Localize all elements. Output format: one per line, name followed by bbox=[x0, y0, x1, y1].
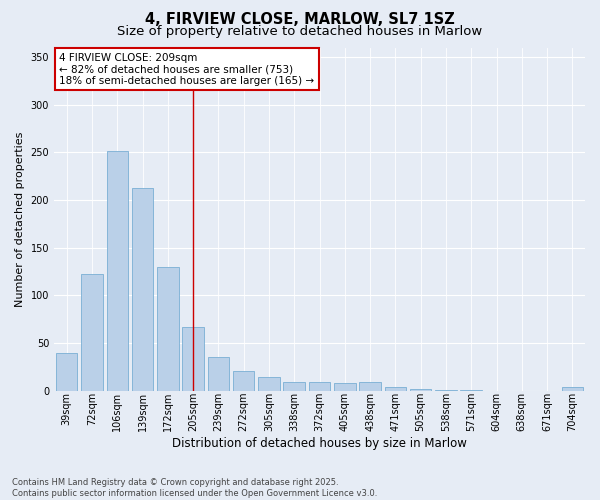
Bar bbox=[258, 377, 280, 390]
Bar bbox=[182, 326, 204, 390]
Bar bbox=[107, 152, 128, 390]
Text: Size of property relative to detached houses in Marlow: Size of property relative to detached ho… bbox=[118, 25, 482, 38]
Text: Contains HM Land Registry data © Crown copyright and database right 2025.
Contai: Contains HM Land Registry data © Crown c… bbox=[12, 478, 377, 498]
Bar bbox=[81, 274, 103, 390]
Bar bbox=[309, 382, 330, 390]
Bar bbox=[359, 382, 381, 390]
Bar bbox=[334, 383, 356, 390]
Text: 4 FIRVIEW CLOSE: 209sqm
← 82% of detached houses are smaller (753)
18% of semi-d: 4 FIRVIEW CLOSE: 209sqm ← 82% of detache… bbox=[59, 52, 314, 86]
Bar bbox=[410, 388, 431, 390]
Text: 4, FIRVIEW CLOSE, MARLOW, SL7 1SZ: 4, FIRVIEW CLOSE, MARLOW, SL7 1SZ bbox=[145, 12, 455, 28]
Bar bbox=[385, 386, 406, 390]
Bar bbox=[233, 372, 254, 390]
Bar bbox=[208, 357, 229, 390]
Y-axis label: Number of detached properties: Number of detached properties bbox=[15, 132, 25, 306]
Bar bbox=[157, 266, 179, 390]
X-axis label: Distribution of detached houses by size in Marlow: Distribution of detached houses by size … bbox=[172, 437, 467, 450]
Bar bbox=[132, 188, 153, 390]
Bar bbox=[562, 386, 583, 390]
Bar bbox=[56, 354, 77, 391]
Bar bbox=[283, 382, 305, 390]
